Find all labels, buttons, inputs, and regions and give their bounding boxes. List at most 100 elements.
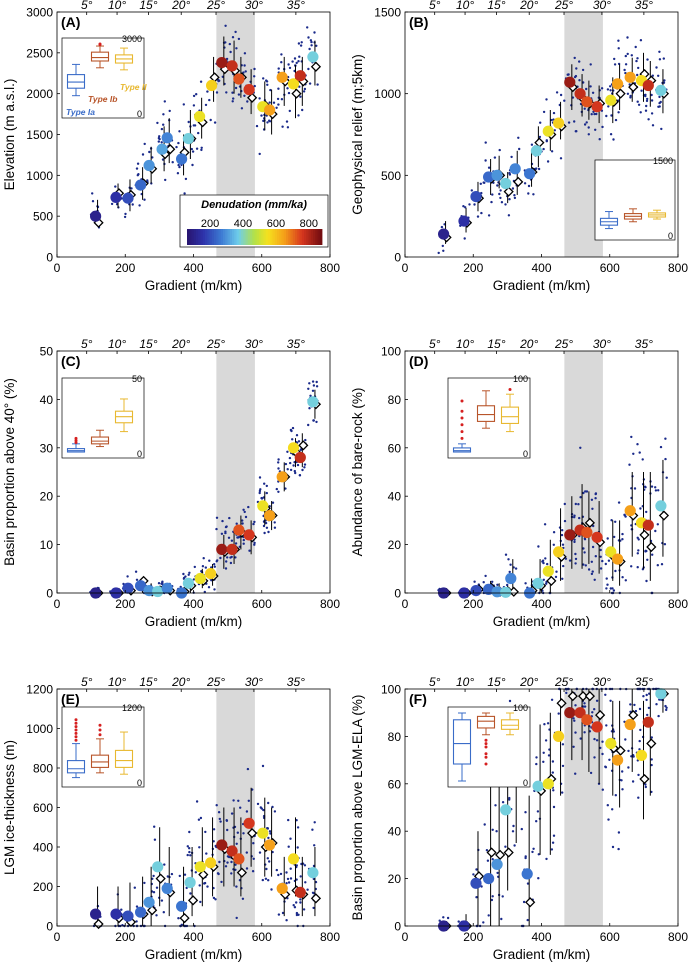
colorbar-segment <box>295 229 298 245</box>
scatter-point <box>542 760 545 763</box>
scatter-point <box>577 503 580 506</box>
scatter-point <box>225 91 228 94</box>
scatter-point <box>585 490 589 493</box>
scatter-point <box>239 806 242 809</box>
box-body <box>476 405 496 422</box>
scatter-point <box>561 743 565 746</box>
scatter-point <box>605 114 608 118</box>
box-outlier <box>98 42 102 46</box>
model-diamond <box>639 529 650 541</box>
bin-mean-point <box>591 531 603 543</box>
scatter-point <box>550 118 553 122</box>
y-tick-label: 1000 <box>26 169 53 183</box>
x-tick-label: 400 <box>183 930 203 944</box>
colorbar-segment <box>317 229 321 245</box>
model-diamond <box>310 61 322 72</box>
model-diamond <box>658 510 670 521</box>
y-tick-label: 600 <box>33 801 53 815</box>
scatter-point <box>609 89 612 92</box>
x-tick-label: 400 <box>183 261 203 275</box>
bin-mean-point <box>491 586 503 598</box>
scatter-point <box>184 177 188 181</box>
bin-means <box>90 817 319 922</box>
scatter-point <box>158 135 161 138</box>
scatter-point <box>606 537 609 540</box>
scatter-point <box>582 547 585 550</box>
scatter-point <box>309 39 313 42</box>
scatter-point <box>591 570 594 573</box>
scatter-point <box>130 187 133 190</box>
scatter-point <box>256 802 260 806</box>
scatter-point <box>297 42 301 45</box>
scatter-point <box>541 559 545 562</box>
scatter-point <box>206 885 209 888</box>
scatter-point <box>637 796 640 799</box>
colorbar-segment <box>193 229 197 245</box>
slope-tick-label: 10° <box>456 675 474 689</box>
scatter-point <box>648 692 651 695</box>
scatter-point <box>509 563 512 566</box>
scatter-point <box>308 382 311 385</box>
bin-mean-point <box>605 737 617 750</box>
scatter-point <box>246 100 249 103</box>
scatter-point <box>560 533 564 537</box>
bin-mean-point <box>483 873 495 885</box>
scatter-point <box>605 587 608 590</box>
scatter-point <box>583 107 586 110</box>
scatter-point <box>277 461 280 464</box>
scatter-point <box>522 900 526 904</box>
scatter-point <box>218 860 221 864</box>
scatter-point <box>637 773 640 777</box>
scatter-point <box>662 57 665 60</box>
scatter-point <box>627 766 630 769</box>
scatter-point <box>285 919 288 922</box>
scatter-point <box>607 559 611 562</box>
colorbar-title: Denudation (mm/ka) <box>201 199 307 211</box>
scatter-point <box>614 794 617 797</box>
box-outlier <box>74 731 78 735</box>
bin-mean-point <box>287 853 300 865</box>
scatter-point <box>617 39 620 42</box>
scatter-point <box>609 133 613 136</box>
slope-tick-label: 25° <box>206 0 225 12</box>
scatter-point <box>293 469 296 473</box>
scatter-point <box>550 848 554 851</box>
scatter-point <box>437 251 440 255</box>
panel-f: 0 200 400 600 800 0 20 40 60 80 100 5° 10° 15° 20° 25° 3… <box>350 675 688 962</box>
scatter-point <box>574 557 578 561</box>
scatter-point <box>508 699 512 703</box>
scatter-point <box>511 830 515 833</box>
scatter-point <box>138 204 141 207</box>
scatter-point <box>557 712 560 715</box>
scatter-point <box>562 564 565 568</box>
scatter-point <box>199 816 203 820</box>
scatter-point <box>598 138 601 141</box>
slope-tick-label: 30° <box>593 337 611 351</box>
scatter-point <box>604 766 608 769</box>
x-tick-label: 0 <box>402 597 409 611</box>
scatter-point <box>535 820 538 823</box>
scatter-point <box>303 864 307 867</box>
scatter-point <box>253 541 256 545</box>
scatter-point <box>135 905 139 908</box>
y-axis-label: Elevation (m a.s.l.) <box>2 79 17 191</box>
scatter-point <box>234 30 237 34</box>
scatter-point <box>553 129 556 132</box>
scatter-point <box>552 789 555 792</box>
scatter-point <box>650 763 653 767</box>
scatter-point <box>281 125 284 128</box>
colorbar-tick-label: 400 <box>234 218 252 230</box>
x-axis-label: Gradient (m/km) <box>493 614 591 629</box>
scatter-point <box>261 764 265 768</box>
colorbar-tick-label: 200 <box>201 218 219 230</box>
bin-mean-point <box>642 716 654 728</box>
slope-tick-label: 30° <box>593 0 611 12</box>
y-tick-label: 0 <box>46 920 53 934</box>
slope-tick-label: 10° <box>456 337 474 351</box>
bin-mean-point <box>307 51 319 63</box>
scatter-point <box>204 830 207 834</box>
denudation-colorbar: Denudation (mm/ka) 200 400 600 800 <box>179 194 329 248</box>
scatter-point <box>220 880 223 884</box>
colorbar-segment <box>205 229 208 245</box>
scatter-point <box>568 559 572 562</box>
